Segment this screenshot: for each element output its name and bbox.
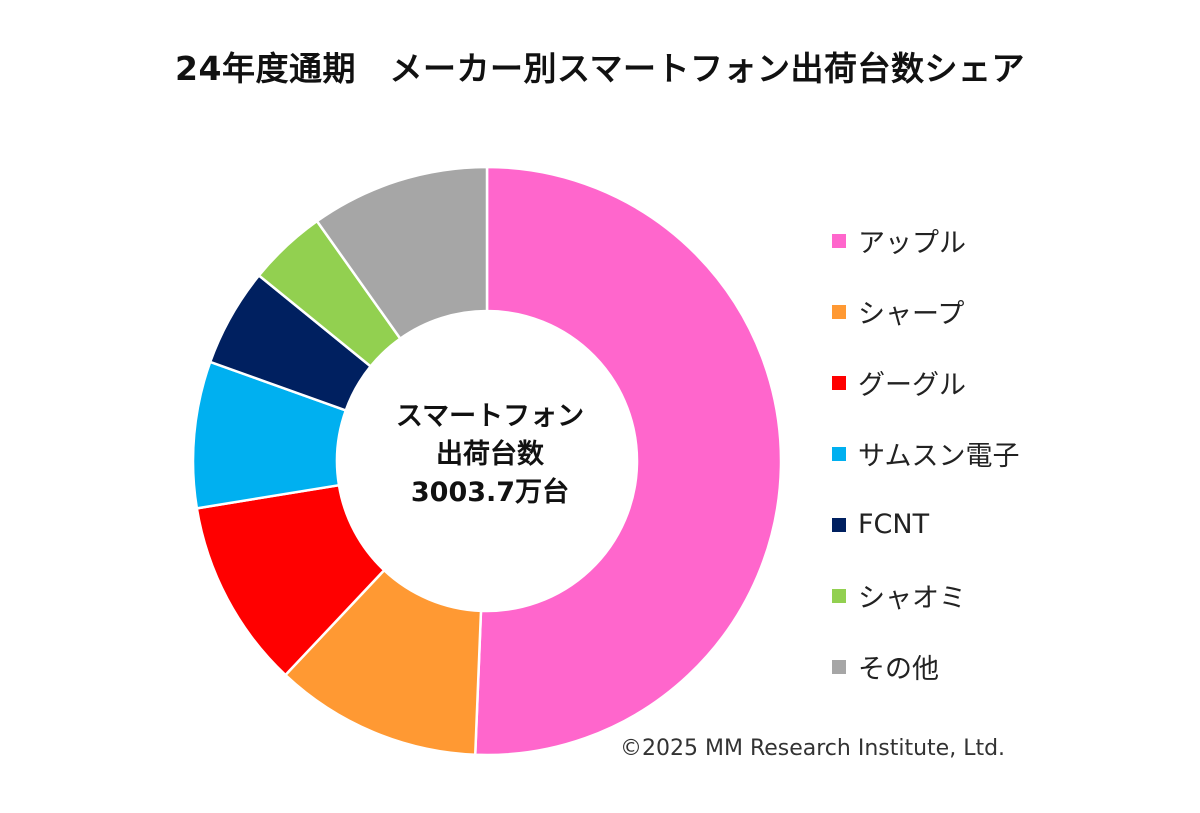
legend-swatch (832, 304, 846, 319)
legend-swatch (832, 233, 846, 248)
donut-slice-6 (315, 165, 489, 341)
donut-slice-0 (473, 165, 783, 757)
center-label-line-2: 出荷台数 (436, 439, 544, 470)
legend-label: シャオミ (858, 583, 966, 614)
legend-item-google: グーグル (832, 347, 1019, 418)
center-label: スマートフォン 出荷台数 3003.7万台 (395, 398, 585, 512)
legend-label: その他 (858, 654, 939, 685)
legend-item-sharp: シャープ (832, 276, 1019, 347)
legend: アップル シャープ グーグル サムスン電子 FCNT シャオミ その他 (832, 205, 1019, 702)
center-label-total: 3003.7万台 (410, 477, 570, 508)
legend-label: グーグル (858, 370, 966, 401)
copyright-credit: ©2025 MM Research Institute, Ltd. (620, 736, 1006, 761)
legend-item-fcnt: FCNT (832, 489, 1019, 560)
legend-item-apple: アップル (832, 205, 1019, 276)
legend-item-xiaomi: シャオミ (832, 560, 1019, 631)
legend-swatch (832, 659, 846, 674)
legend-swatch (832, 588, 846, 603)
legend-swatch (832, 446, 846, 461)
legend-item-others: その他 (832, 631, 1019, 702)
center-label-line-1: スマートフォン (395, 401, 585, 432)
legend-swatch (832, 517, 846, 532)
legend-item-samsung: サムスン電子 (832, 418, 1019, 489)
legend-label: シャープ (858, 299, 965, 330)
legend-label: アップル (858, 228, 966, 259)
chart-title: 24年度通期 メーカー別スマートフォン出荷台数シェア (175, 49, 1025, 88)
legend-label: サムスン電子 (858, 441, 1020, 472)
legend-swatch (832, 375, 846, 390)
legend-label: FCNT (858, 509, 930, 540)
